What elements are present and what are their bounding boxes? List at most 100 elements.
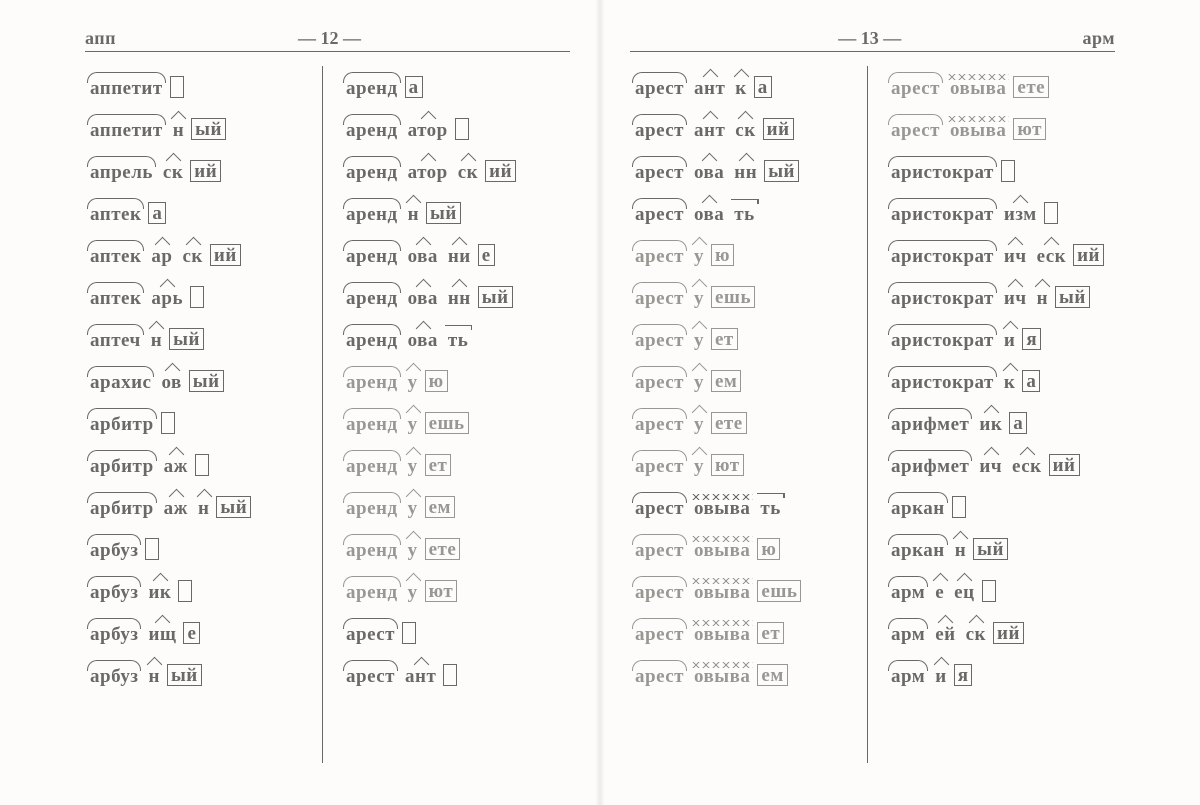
morph-root: арест [630,288,689,308]
word-entry: арестует [630,322,859,350]
morph-end: е [181,622,202,644]
morph-root: арифмет [886,456,974,476]
morph-root: арбуз [85,582,143,602]
word-entry: арендуешь [341,406,570,434]
word-entry: аристократизм [886,196,1115,224]
word-entry: арестованный [630,154,859,182]
morph-end [441,664,459,686]
morph-suf: у [403,414,423,434]
morph-suf: ни [443,246,476,266]
morph-end: а [752,76,774,98]
morph-root: аппетит [85,78,168,98]
morph-suf: ант [400,666,441,686]
word-entry: аренда [341,70,570,98]
word-entry: арендуют [341,574,570,602]
word-entry: арестовывает [630,616,859,644]
morph-root: аренд [341,204,403,224]
morph-suf: у [689,456,709,476]
morph-root: аптек [85,204,146,224]
morph-end: ий [188,160,223,182]
word-entry: арканный [886,532,1115,560]
morph-suf: н [1032,288,1053,308]
word-entry: армеец [886,574,1115,602]
morph-suf: ск [730,120,760,140]
morph-root: аркан [886,540,950,560]
word-entry: аптекарь [85,280,314,308]
morph-end: ешь [755,580,803,602]
book-gutter [595,0,605,805]
word-entry: арендуем [341,490,570,518]
morph-end: ый [762,160,801,182]
morph-root: арест [630,414,689,434]
col-right-2: арестовываетеарестовываютаристократ арис… [867,66,1115,763]
morph-suf: и [930,666,951,686]
morph-end: ешь [423,412,471,434]
morph-suf: атор [403,120,453,140]
morph-inf: ть [729,204,759,224]
word-entry: аптека [85,196,314,224]
morph-root: арест [630,78,689,98]
morph-root: арест [630,666,689,686]
morph-root: апрель [85,162,158,182]
morph-end: ый [165,664,204,686]
morph-root: аренд [341,246,403,266]
morph-end: я [1020,328,1043,350]
morph-suf: ик [143,582,176,602]
morph-root: аренд [341,120,403,140]
morph-end: а [146,202,168,224]
word-entry: арестуете [630,406,859,434]
morph-suf: е [930,582,949,602]
page-left: апп — 12 — xxx аппетит аппетитный апрель с… [0,0,600,805]
morph-root: арест [886,120,945,140]
col-right-1: арестанткаарестантскийарестованныйаресто… [630,66,859,763]
morph-end [159,412,177,434]
morph-suf: у [689,372,709,392]
morph-end [950,496,968,518]
morph-end [980,580,998,602]
morph-root: арест [630,204,689,224]
col-left-1: аппетит аппетитныйапрельскийаптекааптека… [85,66,314,763]
morph-root: аристократ [886,204,999,224]
morph-suf: нн [443,288,476,308]
morph-suf: н [403,204,424,224]
morph-root: арест [630,162,689,182]
morph-end: ый [187,370,226,392]
word-entry: арестант [341,658,570,686]
running-head-left: апп — 12 — xxx [85,28,570,52]
morph-suf: ск [961,624,991,644]
morph-root: арест [341,624,400,644]
morph-sufs: овыва [945,120,1011,140]
morph-suf: у [689,246,709,266]
word-entry: арестовывать [630,490,859,518]
word-entry: арендаторский [341,154,570,182]
morph-root: аристократ [886,288,999,308]
morph-end: ий [761,118,796,140]
morph-root: арахис [85,372,156,392]
morph-suf: ск [178,246,208,266]
word-entry: арестантка [630,70,859,98]
morph-suf: у [403,582,423,602]
page-number-left: — 12 — [298,28,361,49]
word-entry: арбитражный [85,490,314,518]
morph-end: ете [423,538,463,560]
morph-end: ый [189,118,228,140]
word-entry: армия [886,658,1115,686]
word-entry: аптечный [85,322,314,350]
word-entry: арбитр [85,406,314,434]
morph-root: аренд [341,162,403,182]
word-entry: арестовываю [630,532,859,560]
morph-suf: ищ [143,624,181,644]
morph-end: ете [1011,76,1051,98]
morph-root: арест [630,540,689,560]
guide-word-right: арм [1083,28,1116,49]
morph-root: аренд [341,330,403,350]
word-entry: аппетитный [85,112,314,140]
morph-end: ем [755,664,789,686]
word-entry: арестовываете [886,70,1115,98]
word-entry: аристократический [886,238,1115,266]
book-spread: апп — 12 — xxx аппетит аппетитный апрель с… [0,0,1200,805]
morph-end: ий [991,622,1026,644]
morph-sufs: овыва [689,540,755,560]
morph-end [168,76,186,98]
morph-inf: ть [443,330,473,350]
